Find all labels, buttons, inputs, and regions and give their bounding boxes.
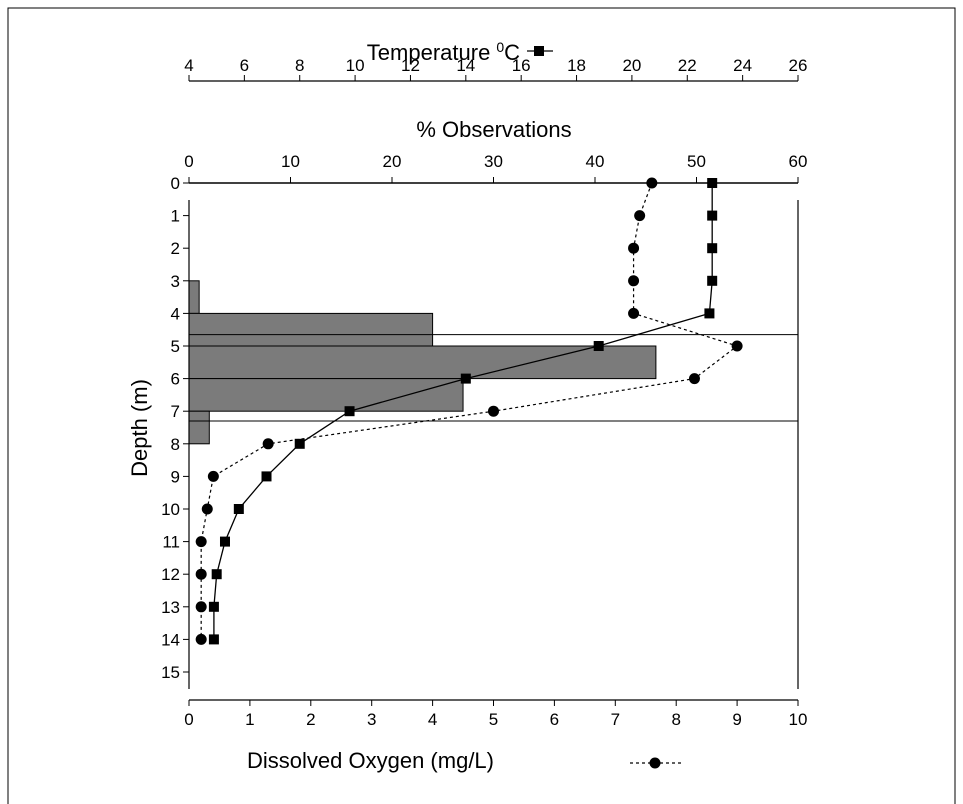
temperature-point [460, 373, 471, 384]
temperature-legend-symbol [527, 46, 553, 56]
temperature-tick-label: 4 [184, 56, 193, 75]
oxygen-point [628, 242, 640, 254]
oxygen-legend-symbol [630, 757, 684, 769]
oxygen-point [262, 438, 274, 450]
temperature-tick-label: 20 [622, 56, 641, 75]
observations-tick-label: 0 [184, 152, 193, 171]
observations-tick-label: 20 [383, 152, 402, 171]
depth-tick-label: 15 [161, 663, 180, 682]
depth-tick-label: 0 [171, 174, 180, 193]
depth-tick-label: 9 [171, 467, 180, 486]
depth-tick-label: 8 [171, 435, 180, 454]
oxygen-tick-label: 5 [489, 710, 498, 729]
temperature-tick-label: 26 [789, 56, 808, 75]
temperature-tick-label: 6 [240, 56, 249, 75]
temperature-point [707, 275, 718, 286]
temperature-tick-label: 16 [512, 56, 531, 75]
observations-tick-label: 30 [484, 152, 503, 171]
temperature-point [704, 308, 715, 319]
temperature-tick-label: 24 [733, 56, 752, 75]
oxygen-tick-label: 3 [367, 710, 376, 729]
observation-bar [188, 312, 434, 347]
depth-tick-label: 2 [171, 239, 180, 258]
oxygen-tick-label: 9 [732, 710, 741, 729]
oxygen-axis-title: Dissolved Oxygen (mg/L) [247, 748, 494, 773]
depth-axis-title: Depth (m) [127, 379, 152, 477]
temperature-tick-label: 18 [567, 56, 586, 75]
oxygen-point [628, 275, 640, 287]
reference-lines [189, 334, 798, 422]
depth-tick-label: 6 [171, 370, 180, 389]
temperature-point [208, 634, 219, 645]
oxygen-tick-label: 0 [184, 710, 193, 729]
depth-tick-label: 10 [161, 500, 180, 519]
depth-tick-label: 4 [171, 304, 180, 323]
temperature-point [707, 243, 718, 254]
observation-bars [188, 280, 657, 445]
series [195, 177, 743, 645]
observations-axis-title: % Observations [416, 117, 571, 142]
axes: 4 6 8 10 12 14 16 18 20 22 24 260 10 20 30 40 50 60012345… [161, 56, 807, 729]
temperature-point [208, 601, 219, 612]
depth-tick-label: 12 [161, 565, 180, 584]
temperature-tick-label: 10 [346, 56, 365, 75]
chart-frame [7, 7, 956, 804]
oxygen-tick-label: 8 [671, 710, 680, 729]
temperature-point [233, 504, 244, 514]
depth-tick-label: 7 [171, 402, 180, 421]
observations-tick-label: 40 [586, 152, 605, 171]
observation-bar [188, 345, 657, 380]
depth-tick-label: 3 [171, 272, 180, 291]
observation-bar [188, 410, 210, 445]
observation-bar [188, 280, 200, 314]
temperature-axis-title: Temperature 0C [367, 39, 520, 65]
oxygen-tick-label: 2 [306, 710, 315, 729]
oxygen-point [201, 503, 213, 515]
oxygen-tick-label: 6 [550, 710, 559, 729]
oxygen-point [628, 307, 640, 319]
temperature-point [211, 569, 222, 580]
temperature-tick-label: 12 [401, 56, 420, 75]
oxygen-point [646, 177, 658, 189]
oxygen-tick-label: 4 [428, 710, 437, 729]
temperature-point [261, 471, 272, 482]
oxygen-point [688, 373, 700, 385]
oxygen-point [207, 470, 219, 482]
temperature-point [707, 210, 718, 221]
observations-tick-label: 10 [281, 152, 300, 171]
temperature-point [593, 341, 604, 351]
temperature-point [294, 438, 305, 449]
observation-bar [188, 378, 464, 412]
oxygen-point [195, 601, 207, 613]
temperature-tick-label: 14 [456, 56, 475, 75]
temperature-point [707, 178, 718, 188]
oxygen-point [195, 633, 207, 645]
oxygen-point [488, 405, 499, 417]
depth-tick-label: 5 [171, 337, 180, 356]
depth-tick-label: 14 [161, 630, 180, 649]
depth-tick-label: 1 [171, 207, 180, 226]
oxygen-tick-label: 10 [789, 710, 808, 729]
temperature-tick-label: 22 [678, 56, 697, 75]
temperature-tick-label: 8 [295, 56, 304, 75]
oxygen-tick-label: 1 [245, 710, 254, 729]
oxygen-point [195, 568, 207, 580]
oxygen-point [731, 340, 743, 352]
oxygen-tick-label: 7 [611, 710, 620, 729]
observations-tick-label: 50 [687, 152, 706, 171]
oxygen-point [195, 536, 207, 548]
depth-tick-label: 13 [161, 598, 180, 617]
observations-tick-label: 60 [789, 152, 808, 171]
oxygen-point [634, 210, 646, 222]
temperature-point [344, 406, 355, 417]
temperature-point [219, 536, 230, 547]
depth-tick-label: 11 [162, 533, 180, 552]
